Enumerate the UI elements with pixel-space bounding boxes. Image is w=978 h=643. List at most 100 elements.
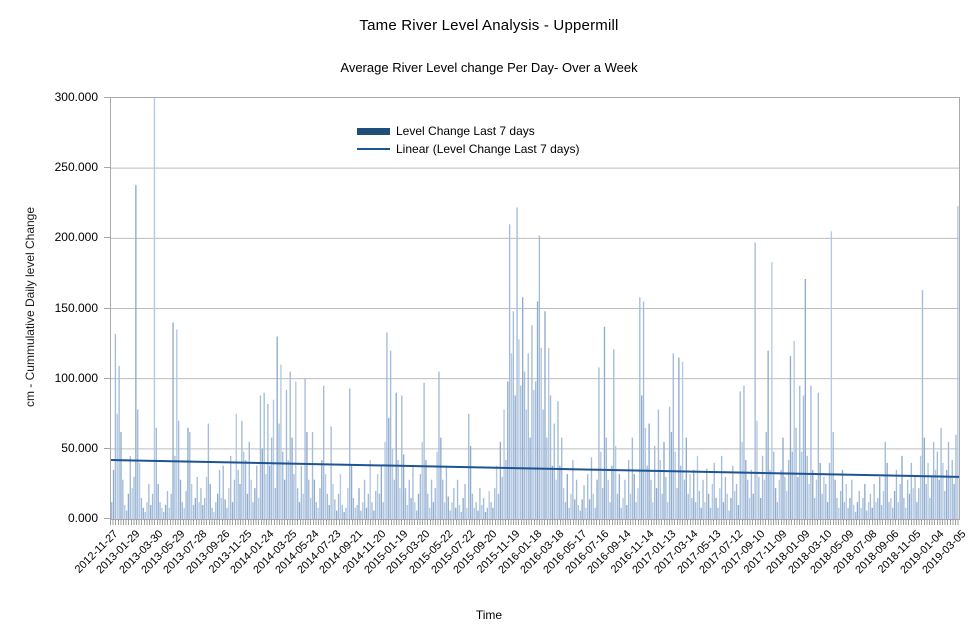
bar <box>750 469 753 519</box>
bar <box>745 460 747 519</box>
bar <box>838 507 840 519</box>
bar <box>832 431 834 519</box>
bar <box>627 460 630 519</box>
bar <box>343 511 345 519</box>
bar <box>776 502 779 519</box>
bar <box>706 468 708 519</box>
bar <box>430 479 433 519</box>
bar <box>687 493 689 519</box>
bar <box>823 476 825 519</box>
bar <box>603 326 606 519</box>
bar <box>763 479 766 519</box>
bar <box>726 493 728 519</box>
bar <box>523 371 526 519</box>
bar <box>384 441 386 519</box>
chart-title: Tame River Level Analysis - Uppermill <box>359 17 619 34</box>
bar <box>466 507 468 519</box>
bar <box>144 511 146 519</box>
bar <box>821 493 823 519</box>
bar <box>655 488 658 519</box>
bar <box>222 465 224 519</box>
bar <box>404 488 407 519</box>
bar <box>421 441 423 519</box>
bar <box>425 460 427 519</box>
bar <box>784 476 786 519</box>
bar <box>429 507 431 519</box>
bar <box>220 497 223 519</box>
bar <box>138 462 141 519</box>
bar <box>631 437 634 519</box>
bar <box>793 340 795 519</box>
bar <box>479 488 481 519</box>
bar <box>635 502 637 519</box>
bar <box>155 427 157 519</box>
bar <box>724 476 727 519</box>
bar <box>616 493 619 519</box>
bar <box>427 493 429 519</box>
bar <box>704 502 706 519</box>
bar <box>620 507 622 519</box>
bar <box>940 427 942 519</box>
bar <box>849 497 851 519</box>
bar <box>278 423 280 519</box>
bar <box>944 490 946 519</box>
bar <box>389 350 392 519</box>
bar <box>572 460 574 519</box>
bar <box>931 476 933 519</box>
bar <box>189 431 191 519</box>
bar <box>860 507 862 519</box>
bar <box>518 339 520 519</box>
bar <box>570 493 572 519</box>
bar <box>481 504 483 519</box>
bar <box>676 488 678 519</box>
bar <box>347 488 349 519</box>
bar <box>884 441 886 519</box>
bar <box>382 502 384 519</box>
bar <box>722 502 725 519</box>
bar <box>482 497 485 519</box>
bar <box>871 507 873 519</box>
bar <box>280 364 282 519</box>
bar <box>927 462 929 519</box>
bar <box>717 507 719 519</box>
bar <box>910 462 913 519</box>
bar <box>263 392 265 519</box>
bar <box>464 483 466 519</box>
bar <box>668 406 671 519</box>
bar <box>642 301 645 519</box>
bar <box>341 504 343 519</box>
bar <box>707 493 710 519</box>
bar <box>853 504 855 519</box>
bar <box>693 469 695 519</box>
bar <box>888 502 890 519</box>
bar <box>259 395 262 519</box>
bar <box>577 504 580 519</box>
bar <box>231 502 234 519</box>
bar <box>163 511 165 519</box>
bar <box>148 483 150 519</box>
bar <box>499 441 502 519</box>
bar <box>471 493 474 519</box>
bar <box>328 504 330 519</box>
bar <box>447 496 449 519</box>
bar <box>298 502 301 519</box>
bar <box>843 502 846 519</box>
bar <box>830 231 833 519</box>
y-tick-mark <box>104 97 110 98</box>
bar <box>442 479 444 519</box>
bar <box>395 392 397 519</box>
bar <box>743 385 745 519</box>
bar <box>111 502 113 519</box>
bar <box>892 507 894 519</box>
y-tick-mark <box>104 377 110 379</box>
bar <box>363 479 366 519</box>
bar <box>644 427 647 519</box>
bar <box>858 490 860 519</box>
bar <box>410 497 412 519</box>
bar <box>423 382 425 519</box>
bar <box>747 479 749 519</box>
bar <box>512 311 515 519</box>
bar <box>841 469 844 519</box>
bar <box>536 301 539 519</box>
bar <box>817 392 820 519</box>
